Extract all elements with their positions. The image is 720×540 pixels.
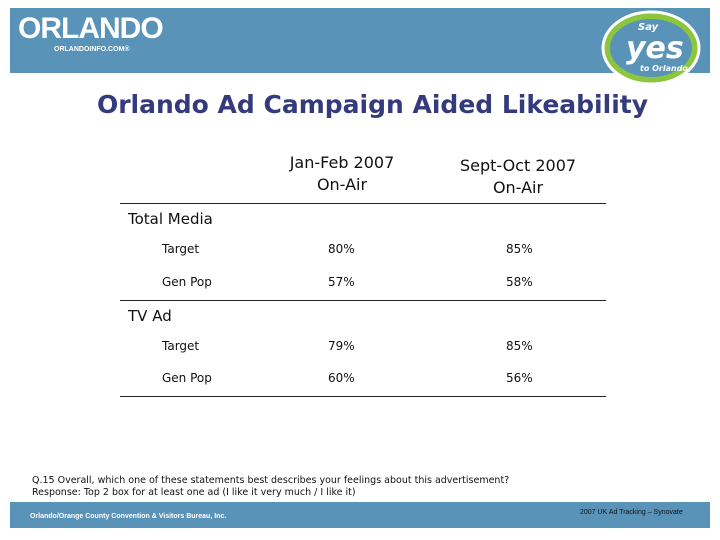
header-band [10,8,710,73]
cell-value: 57% [328,275,355,289]
footer-source: 2007 UK Ad Tracking – Synovate [580,509,683,516]
badge-say-text: Say [638,22,659,33]
column-header-line1: Sept-Oct 2007 [459,156,577,175]
row-label-target: Target [162,339,200,353]
row-label-target: Target [162,242,200,256]
row-label-gen-pop: Gen Pop [162,275,212,289]
footnote-response: Response: Top 2 box for at least one ad … [32,487,356,498]
section-label-total-media: Total Media [128,210,213,228]
badge-yes-text: yes [626,31,684,66]
footer-organization: Orlando/Orange County Convention & Visit… [30,513,227,520]
page-title: Orlando Ad Campaign Aided Likeability [96,90,649,119]
cell-value: 80% [328,242,355,256]
table-bottom-rule [120,396,606,397]
badge-sm-mark: SM [688,80,696,86]
column-header-jan-feb: Jan-Feb 2007 On-Air [262,152,422,196]
column-header-line1: Jan-Feb 2007 [289,153,395,172]
cell-value: 58% [506,275,533,289]
cell-value: 85% [506,242,533,256]
cell-value: 85% [506,339,533,353]
footnote: Q.15 Overall, which one of these stateme… [32,475,509,499]
footer-band [10,502,710,528]
logo-subtext: ORLANDOINFO.COM® [54,46,130,53]
badge-to-orlando-text: to Orlando [640,64,688,73]
cell-value: 56% [506,371,533,385]
column-header-line2: On-Air [316,175,368,194]
cell-value: 60% [328,371,355,385]
cell-value: 79% [328,339,355,353]
footnote-question: Q.15 Overall, which one of these stateme… [32,475,510,486]
header-rule [120,203,606,204]
row-label-gen-pop: Gen Pop [162,371,212,385]
section-label-tv-ad: TV Ad [128,307,172,325]
section-rule [120,300,606,301]
column-header-line2: On-Air [492,178,544,197]
orlando-logo: ORLANDO [18,12,164,45]
column-header-sept-oct: Sept-Oct 2007 On-Air [438,155,598,199]
say-yes-badge-logo: Say yes to Orlando SM [601,10,701,86]
